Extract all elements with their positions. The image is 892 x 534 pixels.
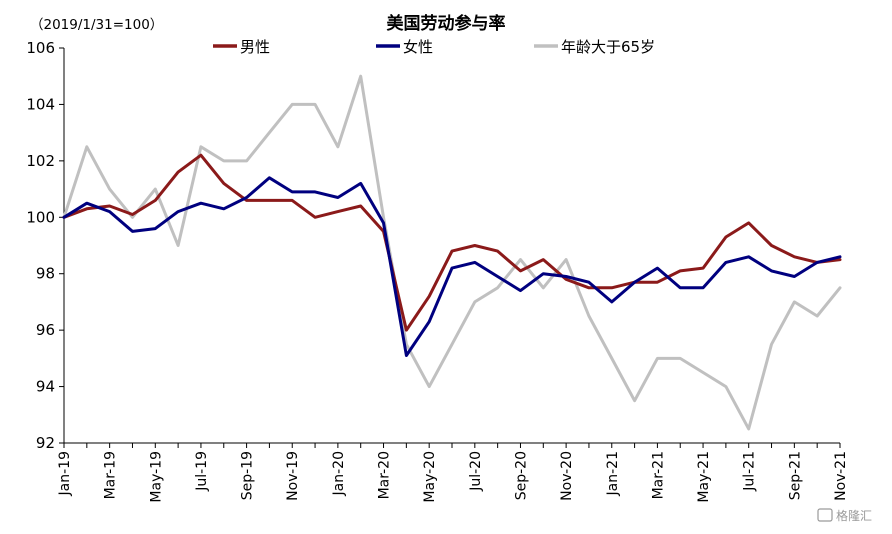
y-tick-label: 98 (36, 265, 55, 283)
watermark: 格隆汇 (817, 508, 872, 523)
series-line-1 (62, 153, 842, 332)
legend-label-1: 男性 (240, 38, 270, 56)
x-tick-label: Jul-20 (468, 451, 484, 492)
axes: 92 94 96 98 100 102 104 106 Jan-19 Mar-19 May-19 Ju… (26, 39, 849, 503)
x-tick-label: May-19 (148, 451, 164, 503)
y-tick-label: 102 (26, 152, 55, 170)
series-line-3 (62, 74, 842, 431)
series-line-2 (62, 176, 842, 357)
x-tick-label: Jan-20 (331, 451, 347, 496)
x-tick-label: Sep-21 (787, 451, 803, 500)
y-tick-label: 96 (36, 321, 55, 339)
chart-title: 美国劳动参与率 (387, 13, 506, 34)
legend-label-2: 女性 (403, 38, 433, 56)
x-tick-label: Jan-19 (57, 451, 73, 496)
watermark-logo-icon (817, 508, 833, 522)
y-tick-label: 100 (26, 208, 55, 226)
x-tick-label: Sep-19 (240, 451, 256, 500)
x-tick-label: Nov-20 (559, 451, 575, 501)
x-tick-label: May-20 (422, 451, 438, 503)
x-tick-label: Mar-20 (377, 451, 393, 499)
x-tick-label: Jul-19 (194, 451, 210, 492)
x-tick-label: Nov-21 (833, 451, 849, 501)
y-tick-label: 94 (36, 378, 55, 396)
x-tick-label: Mar-21 (650, 451, 666, 499)
legend: 男性 女性 年龄大于65岁 (213, 38, 655, 56)
x-tick-label: Jul-21 (742, 451, 758, 492)
y-tick-label: 104 (26, 95, 55, 113)
unit-note: （2019/1/31=100） (30, 17, 163, 33)
watermark-text: 格隆汇 (836, 508, 872, 523)
x-tick-label: Jan-21 (605, 451, 621, 496)
legend-label-3: 年龄大于65岁 (561, 38, 655, 56)
x-tick-label: Sep-20 (513, 451, 529, 500)
x-tick-label: Nov-19 (285, 451, 301, 501)
x-tick-label: Mar-19 (103, 451, 119, 499)
y-tick-label: 92 (36, 434, 55, 452)
x-tick-label: May-21 (696, 451, 712, 503)
plot-area (62, 74, 842, 431)
y-tick-label: 106 (26, 39, 55, 57)
